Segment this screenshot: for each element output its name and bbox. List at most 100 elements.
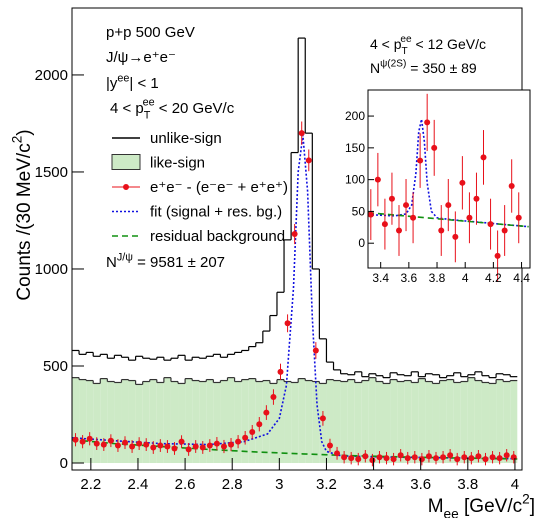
annotation: p+p 500 GeV <box>106 24 195 41</box>
data-point <box>482 456 489 463</box>
data-point <box>494 252 501 259</box>
inset-y-tick-label: 0 <box>358 236 365 250</box>
inset-background <box>368 90 530 268</box>
annotation: 4 < pTee < 20 GeV/c <box>110 97 235 122</box>
bin-fill <box>178 383 186 464</box>
bin-fill <box>453 382 461 464</box>
data-point <box>249 428 256 435</box>
inset-x-tick-label: 3.6 <box>401 271 418 285</box>
data-point <box>348 455 355 462</box>
data-point <box>403 202 410 209</box>
bin-fill <box>206 379 214 464</box>
data-point <box>235 438 242 445</box>
bin-fill <box>439 380 447 464</box>
bin-fill <box>234 381 242 464</box>
data-point <box>454 456 461 463</box>
text-part: J/ψ→e⁺e⁻ <box>106 49 176 66</box>
bin-fill <box>128 380 136 464</box>
text-part: 4 < p <box>110 100 144 117</box>
data-point <box>424 119 431 126</box>
bin-fill <box>213 382 221 464</box>
bin-fill <box>79 379 87 464</box>
x-tick-label: 3 <box>275 476 283 493</box>
data-point <box>107 437 114 444</box>
data-point <box>213 440 220 447</box>
data-point <box>270 394 277 401</box>
data-point <box>326 442 333 449</box>
bin-fill <box>114 382 122 464</box>
data-point <box>452 233 459 240</box>
bin-fill <box>305 380 313 464</box>
bin-fill <box>404 380 412 464</box>
text-part: ) <box>14 129 35 135</box>
bin-fill <box>368 377 376 464</box>
bin-fill <box>142 381 150 464</box>
inset-x-tick-label: 4 <box>462 271 469 285</box>
bin-fill <box>496 379 504 464</box>
text-part: N <box>370 60 380 76</box>
x-tick-label: 3.6 <box>410 476 431 493</box>
fit-curve <box>71 134 518 460</box>
data-point <box>418 456 425 463</box>
data-point <box>277 368 284 375</box>
bin-fill <box>467 377 475 464</box>
bin-fill <box>269 383 277 464</box>
data-point <box>431 144 438 151</box>
data-point <box>291 231 298 238</box>
data-point <box>143 441 150 448</box>
bin-fill <box>192 380 200 464</box>
data-point <box>376 454 383 461</box>
inset-y-tick-label: 50 <box>352 204 366 218</box>
bin-fill <box>149 379 157 464</box>
text-part: | < 1 <box>129 75 158 92</box>
data-point <box>473 195 480 202</box>
data-point <box>312 347 319 354</box>
annotation: NJ/ψ = 9581 ± 207 <box>106 251 225 271</box>
data-point <box>489 454 496 461</box>
data-point <box>150 444 157 451</box>
bin-fill <box>347 379 355 464</box>
inset-y-tick-label: 100 <box>345 173 365 187</box>
y-tick-label: 1000 <box>35 261 68 278</box>
data-point <box>369 457 376 464</box>
bin-fill <box>86 380 94 464</box>
text-part: M <box>428 496 444 517</box>
inset-y-tick-label: 150 <box>345 141 365 155</box>
data-point <box>185 446 192 453</box>
data-point <box>433 455 440 462</box>
x-axis-label: Mee [GeV/c2] <box>428 491 535 518</box>
data-point <box>263 409 270 416</box>
data-point <box>459 179 466 186</box>
x-tick-label: 2.4 <box>128 476 149 493</box>
bin-fill <box>397 381 405 464</box>
bin-fill <box>291 382 299 464</box>
bin-fill <box>411 382 419 464</box>
y-axis-label: Counts /(30 MeV/c2) <box>9 129 35 300</box>
data-point <box>178 438 185 445</box>
bin-fill <box>248 378 256 464</box>
data-point <box>508 182 515 189</box>
bin-fill <box>107 381 115 464</box>
data-point <box>440 454 447 461</box>
data-point <box>404 455 411 462</box>
data-point <box>397 452 404 459</box>
data-point <box>79 438 86 445</box>
data-point <box>438 227 445 234</box>
bin-fill <box>72 377 80 464</box>
bin-fill <box>432 383 440 464</box>
inset-annotation: Nψ(2S) = 350 ± 89 <box>370 59 477 76</box>
bin-fill <box>312 381 320 464</box>
data-point <box>171 445 178 452</box>
data-point <box>381 221 388 228</box>
data-point <box>136 440 143 447</box>
bin-fill <box>100 378 108 464</box>
text-part: T <box>402 46 408 57</box>
bin-fill <box>163 377 171 464</box>
inset-y-tick-label: 200 <box>345 109 365 123</box>
data-point <box>122 439 129 446</box>
bin-fill <box>284 381 292 464</box>
text-part: J/ψ <box>117 251 133 263</box>
inset-x-tick-label: 4.4 <box>513 271 530 285</box>
data-point <box>72 436 79 443</box>
bin-fill <box>474 380 482 464</box>
